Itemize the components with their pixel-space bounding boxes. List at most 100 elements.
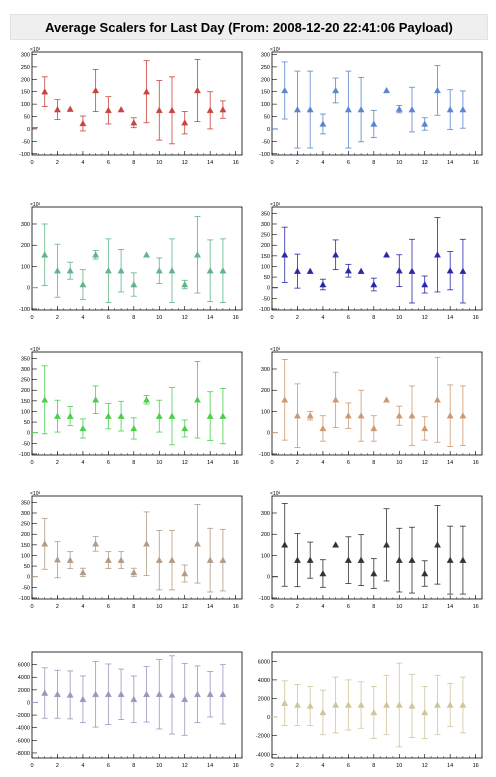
x-tick-label: 0 xyxy=(270,763,273,769)
plot-frame xyxy=(31,651,243,759)
y-tick-label: -50 xyxy=(262,139,270,145)
x-tick-label: 8 xyxy=(372,763,375,769)
data-point xyxy=(421,281,429,288)
data-point xyxy=(92,690,100,697)
data-point xyxy=(206,556,214,563)
y-tick-label: 2000 xyxy=(18,688,30,694)
data-point xyxy=(319,708,327,716)
x-tick-label: 0 xyxy=(270,315,273,321)
x-tick-label: 2 xyxy=(296,763,299,769)
y-tick-label: -100 xyxy=(19,452,30,458)
data-point xyxy=(408,106,416,113)
y-multiplier-label: ×10³ xyxy=(30,491,40,497)
data-point xyxy=(117,690,125,697)
y-tick-label: 200 xyxy=(261,77,270,83)
x-tick-label: 4 xyxy=(81,604,84,610)
plot-frame xyxy=(271,495,483,600)
data-point xyxy=(446,106,454,113)
data-point xyxy=(66,691,74,698)
data-point xyxy=(41,396,49,403)
data-point xyxy=(130,281,138,288)
data-point xyxy=(130,119,138,126)
x-tick-label: 8 xyxy=(132,763,135,769)
x-tick-label: 10 xyxy=(396,604,402,610)
y-tick-label: 0 xyxy=(267,286,270,292)
x-tick-label: 8 xyxy=(132,460,135,466)
data-point xyxy=(104,267,112,274)
x-tick-label: 4 xyxy=(321,460,324,466)
data-point xyxy=(79,695,87,703)
x-tick-label: 14 xyxy=(447,315,453,321)
x-tick-label: 10 xyxy=(396,315,402,321)
y-tick-label: 0 xyxy=(27,700,30,706)
data-point xyxy=(370,424,378,432)
plot-frame xyxy=(31,351,243,456)
y-tick-label: 350 xyxy=(261,211,270,217)
data-point xyxy=(319,570,327,577)
x-tick-label: 0 xyxy=(30,763,33,769)
chart-svg: 0 2 4 6 8 10 12 14 16 -4000 -2000 0 2000 4000 6000 xyxy=(256,651,483,769)
data-point xyxy=(193,396,201,403)
data-point xyxy=(293,106,301,113)
data-point xyxy=(155,106,163,114)
chart-pad-1: 0 2 4 6 8 10 12 14 16 -100 -50 0 50 100 150 200 250 300 ×1… xyxy=(10,44,250,169)
y-tick-label: 300 xyxy=(21,52,30,58)
x-tick-label: 4 xyxy=(81,763,84,769)
y-tick-label: 150 xyxy=(261,254,270,260)
data-point xyxy=(433,86,441,94)
chart-pad-9: 0 2 4 6 8 10 12 14 16 -8000 -6000 -4000 -2000 0 2000 40… xyxy=(10,644,250,772)
x-tick-label: 12 xyxy=(422,160,428,166)
x-tick-label: 14 xyxy=(447,460,453,466)
x-tick-label: 8 xyxy=(372,460,375,466)
data-point xyxy=(446,701,454,708)
data-point xyxy=(421,570,429,577)
data-point xyxy=(319,120,327,127)
x-tick-label: 14 xyxy=(207,460,213,466)
data-point xyxy=(53,106,61,113)
data-point xyxy=(155,690,163,697)
data-point xyxy=(41,88,49,95)
y-tick-label: 100 xyxy=(261,409,270,415)
x-tick-label: 16 xyxy=(473,315,479,321)
y-tick-label: -100 xyxy=(19,307,30,313)
data-point xyxy=(92,251,100,258)
data-point xyxy=(408,267,416,274)
x-tick-label: 6 xyxy=(107,763,110,769)
data-point xyxy=(332,396,340,403)
data-point xyxy=(155,412,163,419)
data-point xyxy=(41,251,49,258)
data-point xyxy=(446,267,454,274)
y-tick-label: 300 xyxy=(261,367,270,373)
x-tick-label: 16 xyxy=(473,604,479,610)
y-tick-label: 250 xyxy=(21,378,30,384)
data-point xyxy=(117,412,125,419)
x-tick-label: 10 xyxy=(156,763,162,769)
x-tick-label: 6 xyxy=(347,460,350,466)
chart-pad-6: 0 2 4 6 8 10 12 14 16 -100 0 100 200 300 ×10³ xyxy=(250,344,490,469)
chart-pad-8: 0 2 4 6 8 10 12 14 16 -100 0 100 200 300 ×10³ xyxy=(250,488,490,613)
x-tick-label: 8 xyxy=(372,160,375,166)
y-tick-label: -100 xyxy=(19,596,30,602)
data-point xyxy=(219,267,227,274)
data-point xyxy=(168,412,176,419)
y-tick-label: 250 xyxy=(21,522,30,528)
data-point xyxy=(306,267,314,274)
y-tick-label: 200 xyxy=(21,388,30,394)
x-tick-label: 6 xyxy=(107,460,110,466)
data-point xyxy=(344,412,352,419)
data-point xyxy=(332,86,340,94)
x-tick-label: 14 xyxy=(207,160,213,166)
data-point xyxy=(383,86,391,94)
x-tick-label: 8 xyxy=(132,160,135,166)
y-tick-label: 300 xyxy=(21,222,30,228)
chart-svg: 0 2 4 6 8 10 12 14 16 -100 -50 0 50 100 150 200 250 300 35… xyxy=(19,491,243,610)
x-tick-label: 0 xyxy=(30,160,33,166)
data-point xyxy=(344,267,352,274)
data-point xyxy=(395,701,403,708)
y-tick-label: 300 xyxy=(21,511,30,517)
y-tick-label: 0 xyxy=(27,286,30,292)
x-tick-label: 6 xyxy=(347,604,350,610)
data-point xyxy=(219,690,227,697)
y-multiplier-label: ×10³ xyxy=(30,47,40,53)
